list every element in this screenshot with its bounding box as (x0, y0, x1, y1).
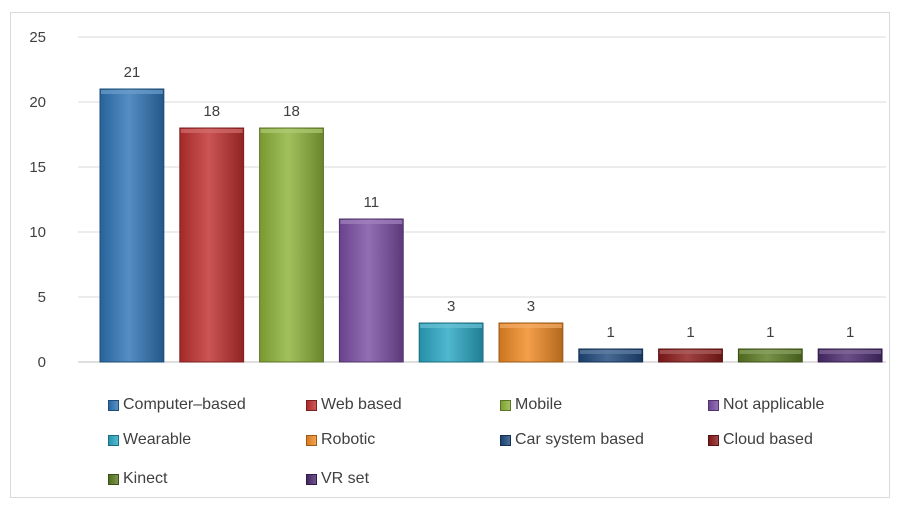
legend-label: Kinect (123, 470, 168, 487)
legend-item: Not applicable (708, 396, 824, 414)
y-axis: 0 5 10 15 20 25 (29, 29, 46, 371)
y-tick-label: 0 (38, 354, 46, 371)
legend-label: Cloud based (723, 431, 813, 448)
y-tick-label: 25 (29, 29, 46, 46)
bars (99, 88, 883, 363)
legend-swatch (500, 399, 511, 411)
bar-bevel (101, 90, 163, 94)
legend-item: VR set (306, 470, 369, 488)
data-label: 21 (124, 64, 141, 81)
bar-bevel (659, 350, 722, 354)
legend-item: Wearable (108, 431, 191, 449)
bar-bevel (500, 324, 562, 328)
legend-label: VR set (321, 470, 370, 487)
legend-swatch (500, 434, 511, 446)
bar-bevel (739, 350, 802, 354)
legend-label: Web based (321, 396, 402, 413)
legend-swatch (306, 473, 317, 485)
data-label: 1 (686, 324, 694, 341)
y-tick-label: 10 (29, 224, 46, 241)
bar-web-based (179, 127, 245, 363)
data-label: 1 (607, 324, 615, 341)
data-label: 1 (846, 324, 854, 341)
data-label: 3 (447, 298, 455, 315)
legend-item: Cloud based (708, 431, 813, 449)
legend-item: Web based (306, 396, 402, 414)
legend-swatch (108, 473, 119, 485)
legend-label: Computer–based (123, 396, 246, 413)
legend-item: Robotic (306, 431, 375, 449)
bar-bevel (260, 129, 323, 133)
legend-swatch (108, 399, 119, 411)
data-label: 18 (283, 103, 300, 120)
data-label: 11 (364, 194, 380, 211)
legend-swatch (306, 399, 317, 411)
legend-swatch (708, 399, 719, 411)
bar-computer-based (99, 88, 165, 363)
data-label: 1 (766, 324, 774, 341)
data-label: 3 (527, 298, 535, 315)
legend-item: Computer–based (108, 396, 246, 414)
y-tick-label: 5 (38, 289, 46, 306)
bar-bevel (340, 220, 403, 224)
legend-item: Mobile (500, 396, 562, 414)
legend-item: Car system based (500, 431, 644, 449)
bar-wearable (418, 322, 484, 363)
legend-swatch (108, 434, 119, 446)
legend-label: Car system based (515, 431, 644, 448)
bar-not-applicable (338, 218, 404, 363)
legend-label: Robotic (321, 431, 376, 448)
bar-bevel (180, 129, 243, 133)
bar-bevel (579, 350, 642, 354)
legend-swatch (708, 434, 719, 446)
legend-label: Mobile (515, 396, 563, 413)
bar-bevel (819, 350, 882, 354)
y-tick-label: 20 (29, 94, 46, 111)
legend-label: Wearable (123, 431, 192, 448)
bar-mobile (259, 127, 324, 363)
bar-robotic (498, 322, 564, 363)
legend-swatch (306, 434, 317, 446)
bar-bevel (420, 324, 483, 328)
data-label: 18 (203, 103, 220, 120)
y-tick-label: 15 (29, 159, 46, 176)
legend-item: Kinect (108, 470, 167, 488)
legend-label: Not applicable (723, 396, 825, 413)
